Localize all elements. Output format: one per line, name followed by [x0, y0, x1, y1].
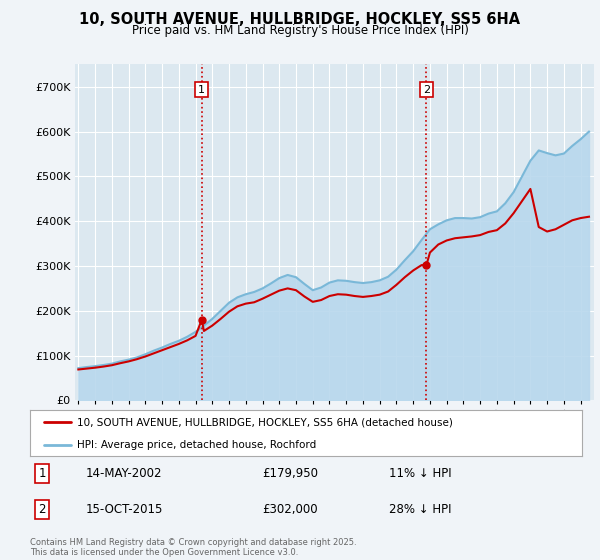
- Text: 10, SOUTH AVENUE, HULLBRIDGE, HOCKLEY, SS5 6HA: 10, SOUTH AVENUE, HULLBRIDGE, HOCKLEY, S…: [79, 12, 521, 27]
- Text: 28% ↓ HPI: 28% ↓ HPI: [389, 503, 451, 516]
- Text: 15-OCT-2015: 15-OCT-2015: [85, 503, 163, 516]
- Text: 11% ↓ HPI: 11% ↓ HPI: [389, 467, 451, 480]
- Text: 14-MAY-2002: 14-MAY-2002: [85, 467, 162, 480]
- Text: HPI: Average price, detached house, Rochford: HPI: Average price, detached house, Roch…: [77, 440, 316, 450]
- Text: 10, SOUTH AVENUE, HULLBRIDGE, HOCKLEY, SS5 6HA (detached house): 10, SOUTH AVENUE, HULLBRIDGE, HOCKLEY, S…: [77, 417, 453, 427]
- Text: Contains HM Land Registry data © Crown copyright and database right 2025.
This d: Contains HM Land Registry data © Crown c…: [30, 538, 356, 557]
- Text: Price paid vs. HM Land Registry's House Price Index (HPI): Price paid vs. HM Land Registry's House …: [131, 24, 469, 36]
- Text: 1: 1: [198, 85, 205, 95]
- Text: £179,950: £179,950: [262, 467, 318, 480]
- Text: £302,000: £302,000: [262, 503, 317, 516]
- Text: 2: 2: [38, 503, 46, 516]
- Text: 1: 1: [38, 467, 46, 480]
- Text: 2: 2: [423, 85, 430, 95]
